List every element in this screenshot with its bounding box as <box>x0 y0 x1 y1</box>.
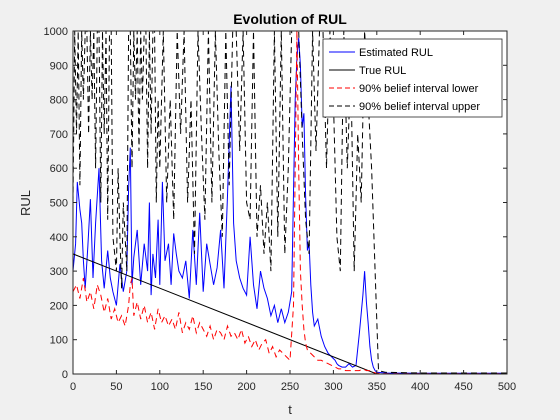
series-line-2 <box>73 31 507 374</box>
legend-label-lower: 90% belief interval lower <box>359 83 479 95</box>
y-tick-label: 400 <box>50 232 68 244</box>
y-tick-label: 0 <box>62 369 68 381</box>
x-tick-label: 200 <box>237 381 255 393</box>
x-tick-label: 500 <box>498 381 516 393</box>
x-axis-label: t <box>288 402 292 417</box>
x-tick-label: 400 <box>411 381 429 393</box>
legend-label-upper: 90% belief interval upper <box>359 101 480 113</box>
x-tick-label: 100 <box>151 381 169 393</box>
x-tick-label: 300 <box>324 381 342 393</box>
y-tick-label: 600 <box>50 163 68 175</box>
y-tick-label: 800 <box>50 95 68 107</box>
y-tick-label: 100 <box>50 335 68 347</box>
x-tick-label: 50 <box>110 381 122 393</box>
y-tick-label: 200 <box>50 300 68 312</box>
series-layer <box>73 31 507 374</box>
y-tick-label: 500 <box>50 198 68 210</box>
x-tick-label: 350 <box>368 381 386 393</box>
legend-label-estimated: Estimated RUL <box>359 47 433 59</box>
series-line-0 <box>73 37 507 374</box>
x-tick-label: 150 <box>194 381 212 393</box>
legend-label-true: True RUL <box>359 65 406 77</box>
y-tick-label: 300 <box>50 266 68 278</box>
x-tick-label: 0 <box>70 381 76 393</box>
y-axis-label: RUL <box>18 190 33 216</box>
y-tick-label: 1000 <box>44 26 68 38</box>
series-line-1 <box>73 253 507 374</box>
x-tick-label: 250 <box>281 381 299 393</box>
x-tick-label: 450 <box>454 381 472 393</box>
legend: Estimated RUL True RUL 90% belief interv… <box>322 38 503 118</box>
ticks-layer: 0 50 100 150 200 250 300 350 400 450 500 0 100 200 300… <box>44 26 517 393</box>
chart-title: Evolution of RUL <box>233 11 347 27</box>
y-tick-label: 700 <box>50 129 68 141</box>
y-tick-label: 900 <box>50 60 68 72</box>
